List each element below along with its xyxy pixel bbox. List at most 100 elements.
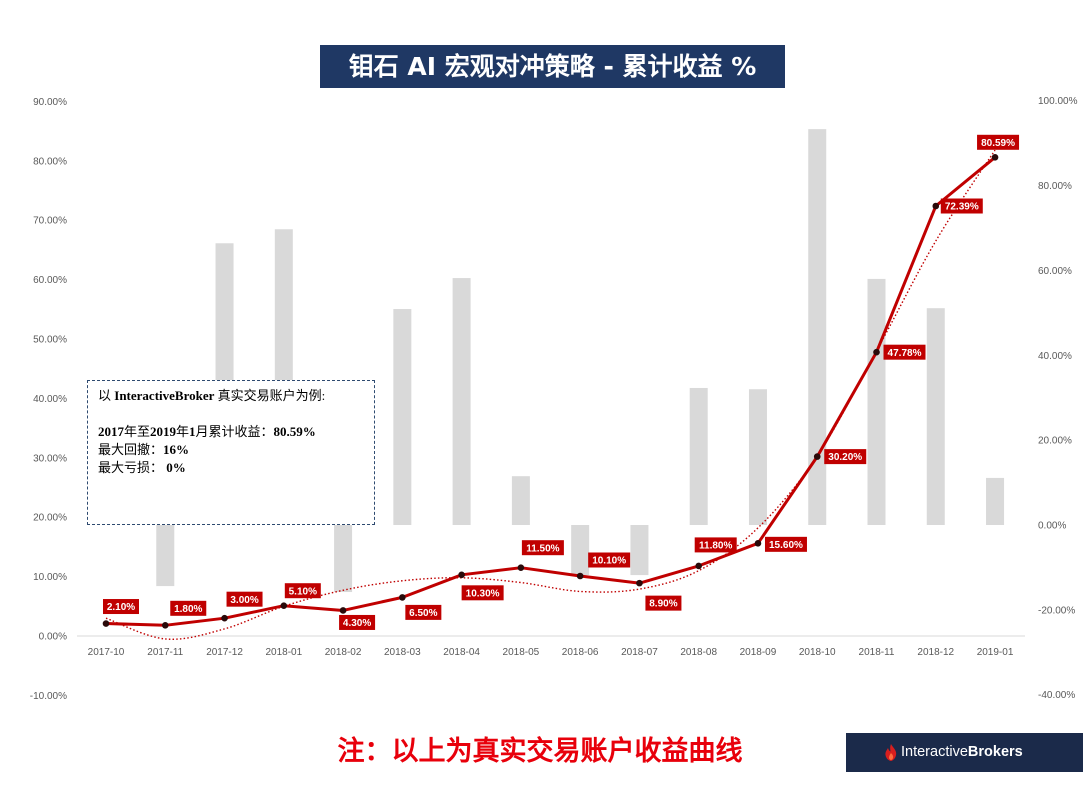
- data-label-text: 15.60%: [769, 540, 803, 551]
- data-label-text: 30.20%: [828, 452, 862, 463]
- data-label: 8.90%: [645, 595, 682, 611]
- bar: [452, 278, 471, 525]
- data-label-box: [824, 449, 867, 465]
- annotation-box: 以 InteractiveBroker 真实交易账户为例: 2017年至2019…: [87, 380, 375, 525]
- line-marker: [161, 622, 169, 629]
- line-marker: [576, 572, 584, 580]
- data-label: 11.80%: [694, 537, 737, 553]
- right-axis-tick-label: -20.00%: [1038, 605, 1075, 616]
- return-month: 1: [189, 424, 196, 439]
- data-label-text: 5.10%: [289, 586, 317, 597]
- line-marker: [754, 540, 762, 547]
- left-axis-tick-label: 0.00%: [39, 632, 67, 643]
- x-axis-tick-label: 2018-08: [680, 647, 717, 658]
- line-marker: [102, 620, 110, 627]
- bar: [926, 308, 945, 525]
- right-axis-tick-label: 40.00%: [1038, 351, 1072, 362]
- annotation-cumulative-return: 2017年至2019年1月累计收益：80.59%: [98, 423, 374, 441]
- right-axis-tick-label: 60.00%: [1038, 266, 1072, 277]
- chart-title: 钼石 AI 宏观对冲策略 - 累计收益 %: [320, 45, 785, 88]
- data-label-text: 8.90%: [649, 599, 677, 610]
- data-label-box: [694, 537, 737, 553]
- x-axis-tick-label: 2018-12: [917, 647, 954, 658]
- left-axis-tick-label: 10.00%: [33, 572, 67, 583]
- bar: [689, 387, 708, 525]
- axes: 90.00% 80.00% 70.00% 60.00% 50.00% 40.00% 30.0…: [30, 96, 1078, 702]
- annotation-max-loss: 最大亏损： 0%: [98, 459, 374, 477]
- data-label-text: 11.50%: [526, 543, 559, 554]
- data-label-text: 11.80%: [699, 541, 732, 552]
- data-label: 2.10%: [103, 599, 139, 615]
- annotation-intro: 以 InteractiveBroker 真实交易账户为例:: [98, 387, 374, 405]
- cumulative-return-line: [105, 156, 997, 627]
- data-label: 80.59%: [977, 134, 1020, 150]
- drawdown-value: 16%: [163, 442, 190, 457]
- data-label-box: [940, 198, 983, 214]
- left-axis-tick-label: 90.00%: [33, 97, 67, 108]
- return-year-end: 2019: [150, 424, 177, 439]
- data-label-box: [226, 591, 263, 607]
- data-label: 15.60%: [764, 536, 807, 552]
- bar: [748, 389, 767, 525]
- data-label-text: 80.59%: [981, 138, 1015, 149]
- data-label-text: 3.00%: [230, 595, 258, 606]
- right-axis-tick-label: 80.00%: [1038, 181, 1072, 192]
- return-text-1: 年至: [124, 424, 151, 439]
- annotation-max-drawdown: 最大回撤：16%: [98, 441, 374, 459]
- footnote: 注：以上为真实交易账户收益曲线: [337, 736, 743, 767]
- data-label-box: [977, 134, 1020, 150]
- data-label: 10.10%: [588, 552, 631, 568]
- bar: [867, 278, 886, 525]
- left-axis-tick-label: 60.00%: [33, 275, 67, 286]
- left-axis-tick-label: 40.00%: [33, 394, 67, 405]
- data-label-text: 2.10%: [107, 602, 135, 613]
- x-axis-tick-label: 2019-01: [977, 647, 1014, 658]
- x-axis-tick-label: 2018-01: [265, 647, 302, 658]
- left-axis-tick-label: 20.00%: [33, 513, 67, 524]
- annotation-blank-line: [98, 405, 374, 423]
- x-axis-tick-label: 2017-10: [88, 647, 125, 658]
- x-axis-tick-label: 2018-11: [859, 647, 895, 658]
- data-label: 10.30%: [461, 585, 504, 601]
- data-label-box: [103, 599, 139, 615]
- x-axis-tick-label: 2018-04: [443, 647, 480, 658]
- data-label-text: 6.50%: [409, 608, 437, 619]
- data-label: 6.50%: [405, 604, 442, 620]
- line-marker: [399, 594, 406, 601]
- left-axis-tick-label: 30.00%: [33, 453, 67, 464]
- data-label-text: 72.39%: [945, 202, 979, 213]
- data-label-box: [405, 604, 442, 620]
- intro-suffix: 真实交易账户为例:: [214, 388, 326, 403]
- data-label-box: [764, 536, 807, 552]
- x-axis-tick-label: 2017-12: [206, 647, 243, 658]
- data-label-text: 10.10%: [592, 556, 626, 567]
- line-marker: [458, 571, 465, 579]
- x-axis-tick-label: 2018-10: [799, 647, 836, 658]
- line-marker: [339, 607, 347, 614]
- right-axis-tick-label: -40.00%: [1038, 690, 1075, 701]
- loss-value: 0%: [166, 460, 186, 475]
- data-label-box: [170, 600, 207, 616]
- return-text-2: 年: [176, 424, 190, 439]
- left-axis-tick-label: 80.00%: [33, 156, 67, 167]
- bar: [986, 477, 1005, 525]
- right-axis-tick-label: 0.00%: [1038, 521, 1066, 532]
- line-marker: [932, 202, 940, 210]
- data-label: 3.00%: [226, 591, 263, 607]
- line-marker: [517, 564, 525, 571]
- data-label-text: 1.80%: [174, 604, 202, 615]
- return-value: 80.59%: [273, 424, 316, 439]
- return-text-3: 月累计收益：: [195, 424, 274, 439]
- line-marker: [813, 453, 821, 460]
- x-axis-tick-label: 2018-02: [325, 647, 362, 658]
- bar: [156, 525, 175, 587]
- data-label-box: [461, 585, 504, 601]
- intro-brand: InteractiveBroker: [114, 388, 215, 403]
- data-label-box: [588, 552, 631, 568]
- interactive-brokers-logo: InteractiveBrokers: [846, 733, 1083, 772]
- left-axis-tick-label: 70.00%: [33, 216, 67, 227]
- intro-prefix: 以: [98, 388, 115, 403]
- line-series: [105, 156, 997, 627]
- x-axis-tick-label: 2017-11: [147, 647, 183, 658]
